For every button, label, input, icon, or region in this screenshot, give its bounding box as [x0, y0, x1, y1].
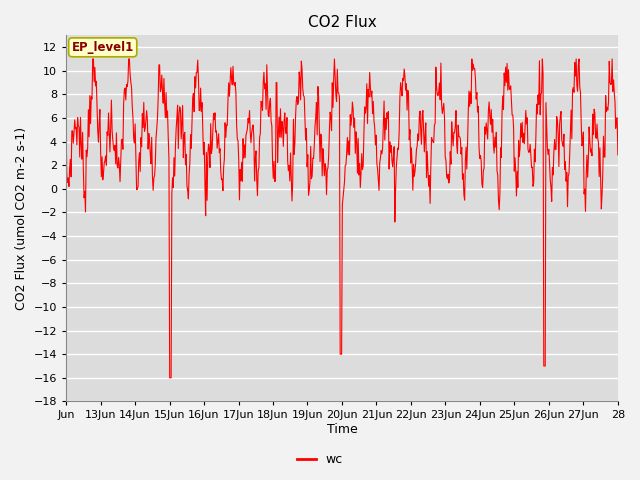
Text: EP_level1: EP_level1: [72, 41, 134, 54]
X-axis label: Time: Time: [326, 423, 357, 436]
Y-axis label: CO2 Flux (umol CO2 m-2 s-1): CO2 Flux (umol CO2 m-2 s-1): [15, 127, 28, 310]
Title: CO2 Flux: CO2 Flux: [308, 15, 376, 30]
Legend: wc: wc: [292, 448, 348, 471]
